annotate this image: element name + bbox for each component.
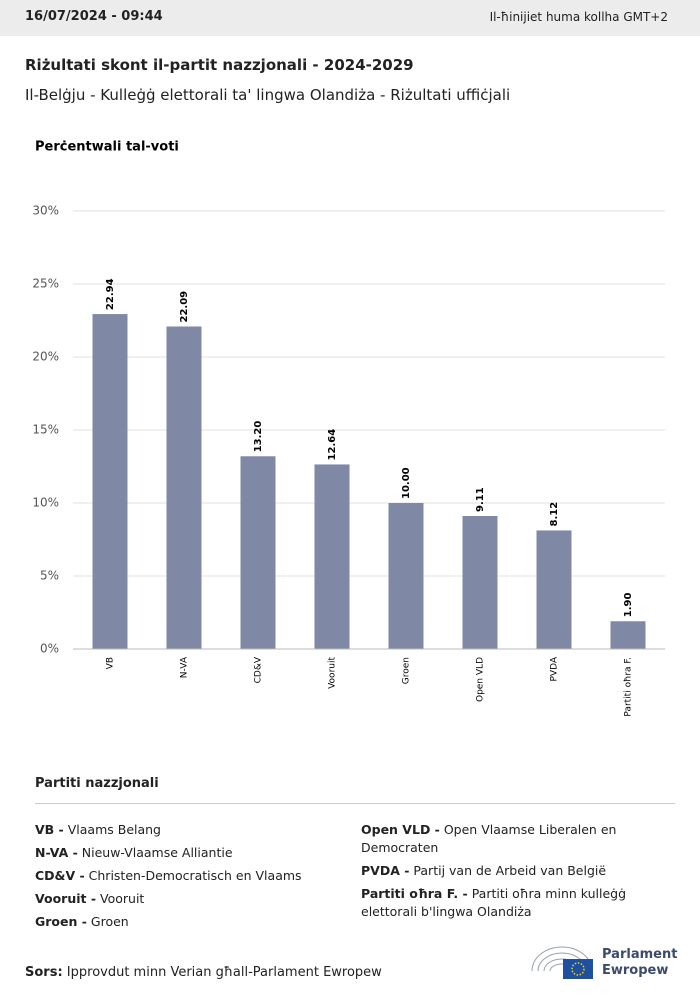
legend-entry: PVDA - Partij van de Arbeid van België bbox=[361, 862, 671, 880]
value-label: 22.94 bbox=[105, 278, 116, 310]
party-abbr: Vooruit - bbox=[35, 891, 97, 906]
chart: Perċentwali tal-voti 0% 5% 10% 15% 20% 25% 30%… bbox=[32, 140, 665, 717]
value-label: 13.20 bbox=[253, 421, 264, 453]
party-abbr: Partiti oħra F. - bbox=[361, 886, 468, 901]
y-tick-label: 10% bbox=[32, 496, 59, 510]
bar bbox=[610, 621, 646, 649]
party-abbr: N-VA - bbox=[35, 845, 78, 860]
timezone: Il-ħinijiet huma kollha GMT+2 bbox=[489, 10, 668, 24]
x-tick-label: Vooruit bbox=[328, 657, 338, 689]
value-label: 10.00 bbox=[401, 467, 412, 499]
x-tick-label: PVDA bbox=[550, 656, 560, 681]
bar bbox=[240, 456, 276, 649]
legend-left: VB - Vlaams Belang N-VA - Nieuw-Vlaamse A… bbox=[35, 821, 345, 936]
y-tick-label: 5% bbox=[40, 569, 59, 583]
party-name: Partiti oħra minn kulleġġ elettorali b'l… bbox=[361, 886, 627, 919]
logo: Parlament Ewropew bbox=[531, 946, 677, 979]
divider bbox=[35, 803, 675, 804]
bar bbox=[314, 464, 350, 649]
value-label: 9.11 bbox=[475, 487, 486, 512]
legend-entry: VB - Vlaams Belang bbox=[35, 821, 345, 839]
y-tick-label: 30% bbox=[32, 204, 59, 218]
party-name: Christen-Democratisch en Vlaams bbox=[88, 868, 302, 883]
party-name: Partij van de Arbeid van België bbox=[413, 863, 607, 878]
bar bbox=[388, 503, 424, 649]
x-tick-label: N-VA bbox=[180, 656, 190, 678]
party-abbr: Open VLD - bbox=[361, 822, 440, 837]
bar bbox=[536, 530, 572, 649]
eu-flag bbox=[563, 959, 593, 979]
value-label: 22.09 bbox=[179, 291, 190, 323]
x-tick-label: Open VLD bbox=[476, 657, 486, 702]
legend-title: Partiti nazzjonali bbox=[35, 776, 159, 791]
eu-stars bbox=[571, 962, 585, 976]
party-abbr: PVDA - bbox=[361, 863, 410, 878]
y-tick-label: 15% bbox=[32, 423, 59, 437]
x-tick-label: Groen bbox=[402, 657, 412, 684]
party-name: Vlaams Belang bbox=[67, 822, 161, 837]
legend-entry: Partiti oħra F. - Partiti oħra minn kull… bbox=[361, 885, 671, 921]
source-text: Ipprovdut minn Verian għall-Parlament Ew… bbox=[66, 965, 382, 980]
value-label: 12.64 bbox=[327, 429, 338, 461]
timestamp: 16/07/2024 - 09:44 bbox=[25, 9, 163, 24]
source: Sors: Ipprovdut minn Verian għall-Parlam… bbox=[25, 965, 382, 980]
subtitle: Il-Belġju - Kulleġġ elettorali ta' lingw… bbox=[25, 86, 511, 104]
bar bbox=[92, 314, 128, 649]
party-abbr: VB - bbox=[35, 822, 64, 837]
party-name: Vooruit bbox=[100, 891, 145, 906]
party-abbr: Groen - bbox=[35, 914, 87, 929]
bar bbox=[462, 515, 498, 649]
legend-entry: Open VLD - Open Vlaamse Liberalen en Dem… bbox=[361, 821, 671, 857]
party-name: Open Vlaamse Liberalen en Democraten bbox=[361, 822, 617, 855]
legend-entry: N-VA - Nieuw-Vlaamse Alliantie bbox=[35, 844, 345, 862]
header-bar bbox=[0, 0, 700, 36]
party-name: Groen bbox=[90, 914, 129, 929]
value-label: 8.12 bbox=[549, 502, 560, 527]
value-label: 1.90 bbox=[623, 593, 634, 618]
x-tick-label: CD&V bbox=[254, 656, 264, 683]
logo-text: Parlament bbox=[602, 947, 677, 962]
y-axis-label: Perċentwali tal-voti bbox=[35, 140, 179, 155]
source-label: Sors: bbox=[25, 965, 63, 980]
party-name: Nieuw-Vlaamse Alliantie bbox=[81, 845, 233, 860]
logo-text: Ewropew bbox=[602, 963, 668, 978]
party-abbr: CD&V - bbox=[35, 868, 85, 883]
y-tick-label: 20% bbox=[32, 350, 59, 364]
title: Riżultati skont il-partit nazzjonali - 2… bbox=[25, 56, 414, 74]
bar bbox=[166, 326, 202, 649]
legend-entry: CD&V - Christen-Democratisch en Vlaams bbox=[35, 867, 345, 885]
legend-entry: Groen - Groen bbox=[35, 913, 345, 931]
x-tick-label: Partiti oħra F. bbox=[624, 657, 634, 717]
legend-right: Open VLD - Open Vlaamse Liberalen en Dem… bbox=[361, 821, 671, 926]
y-tick-label: 25% bbox=[32, 277, 59, 291]
y-tick-label: 0% bbox=[40, 642, 59, 656]
x-tick-label: VB bbox=[106, 657, 116, 669]
legend-entry: Vooruit - Vooruit bbox=[35, 890, 345, 908]
